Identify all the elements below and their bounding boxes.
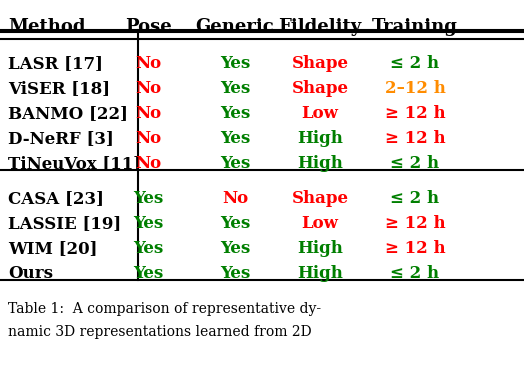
Text: No: No: [135, 130, 161, 147]
Text: Yes: Yes: [133, 215, 163, 232]
Text: ≥ 12 h: ≥ 12 h: [385, 130, 445, 147]
Text: BANMO [22]: BANMO [22]: [8, 105, 128, 122]
Text: Shape: Shape: [291, 55, 348, 72]
Text: Yes: Yes: [220, 80, 250, 97]
Text: ≤ 2 h: ≤ 2 h: [390, 190, 440, 207]
Text: High: High: [297, 265, 343, 282]
Text: Training: Training: [372, 18, 458, 36]
Text: Table 1:  A comparison of representative dy-: Table 1: A comparison of representative …: [8, 302, 321, 316]
Text: Yes: Yes: [220, 130, 250, 147]
Text: High: High: [297, 240, 343, 257]
Text: TiNeuVox [11]: TiNeuVox [11]: [8, 155, 141, 172]
Text: Yes: Yes: [133, 265, 163, 282]
Text: ≥ 12 h: ≥ 12 h: [385, 215, 445, 232]
Text: Low: Low: [302, 215, 339, 232]
Text: Yes: Yes: [220, 265, 250, 282]
Text: Method: Method: [8, 18, 85, 36]
Text: Yes: Yes: [220, 105, 250, 122]
Text: Yes: Yes: [220, 240, 250, 257]
Text: ≥ 12 h: ≥ 12 h: [385, 240, 445, 257]
Text: Yes: Yes: [220, 215, 250, 232]
Text: Ours: Ours: [8, 265, 53, 282]
Text: D-NeRF [3]: D-NeRF [3]: [8, 130, 114, 147]
Text: Yes: Yes: [220, 55, 250, 72]
Text: No: No: [222, 190, 248, 207]
Text: Shape: Shape: [291, 80, 348, 97]
Text: namic 3D representations learned from 2D: namic 3D representations learned from 2D: [8, 325, 312, 339]
Text: Yes: Yes: [133, 240, 163, 257]
Text: Pose: Pose: [125, 18, 171, 36]
Text: ViSER [18]: ViSER [18]: [8, 80, 110, 97]
Text: ≤ 2 h: ≤ 2 h: [390, 265, 440, 282]
Text: High: High: [297, 130, 343, 147]
Text: No: No: [135, 80, 161, 97]
Text: Fildelity: Fildelity: [278, 18, 362, 36]
Text: High: High: [297, 155, 343, 172]
Text: LASSIE [19]: LASSIE [19]: [8, 215, 121, 232]
Text: ≤ 2 h: ≤ 2 h: [390, 155, 440, 172]
Text: Generic: Generic: [195, 18, 275, 36]
Text: WIM [20]: WIM [20]: [8, 240, 97, 257]
Text: Shape: Shape: [291, 190, 348, 207]
Text: ≥ 12 h: ≥ 12 h: [385, 105, 445, 122]
Text: No: No: [135, 55, 161, 72]
Text: ≤ 2 h: ≤ 2 h: [390, 55, 440, 72]
Text: LASR [17]: LASR [17]: [8, 55, 103, 72]
Text: Yes: Yes: [220, 155, 250, 172]
Text: No: No: [135, 155, 161, 172]
Text: 2–12 h: 2–12 h: [385, 80, 445, 97]
Text: CASA [23]: CASA [23]: [8, 190, 104, 207]
Text: No: No: [135, 105, 161, 122]
Text: Low: Low: [302, 105, 339, 122]
Text: Yes: Yes: [133, 190, 163, 207]
